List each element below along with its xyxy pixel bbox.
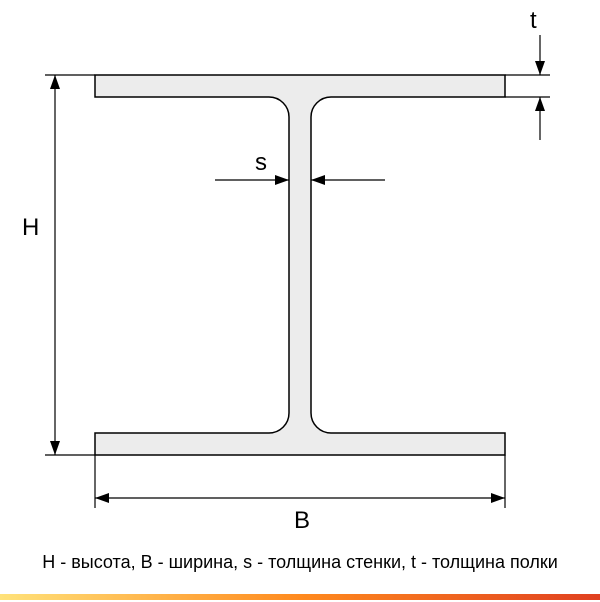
dim-s-label: s xyxy=(255,149,267,176)
dim-B: B xyxy=(95,455,505,534)
gradient-stripe xyxy=(0,594,600,600)
dim-H: H xyxy=(22,75,95,455)
dim-t-label: t xyxy=(530,7,537,34)
diagram-stage: H Bs t H - высота, B - ширина, s - толщина… xyxy=(0,0,600,602)
dim-B-label: B xyxy=(294,507,310,534)
ibeam-shape xyxy=(95,75,505,455)
diagram-svg: H Bs t xyxy=(0,0,600,602)
dim-H-label: H xyxy=(22,214,39,241)
dim-t: t xyxy=(505,7,550,140)
legend-text: H - высота, B - ширина, s - толщина стен… xyxy=(0,552,600,573)
